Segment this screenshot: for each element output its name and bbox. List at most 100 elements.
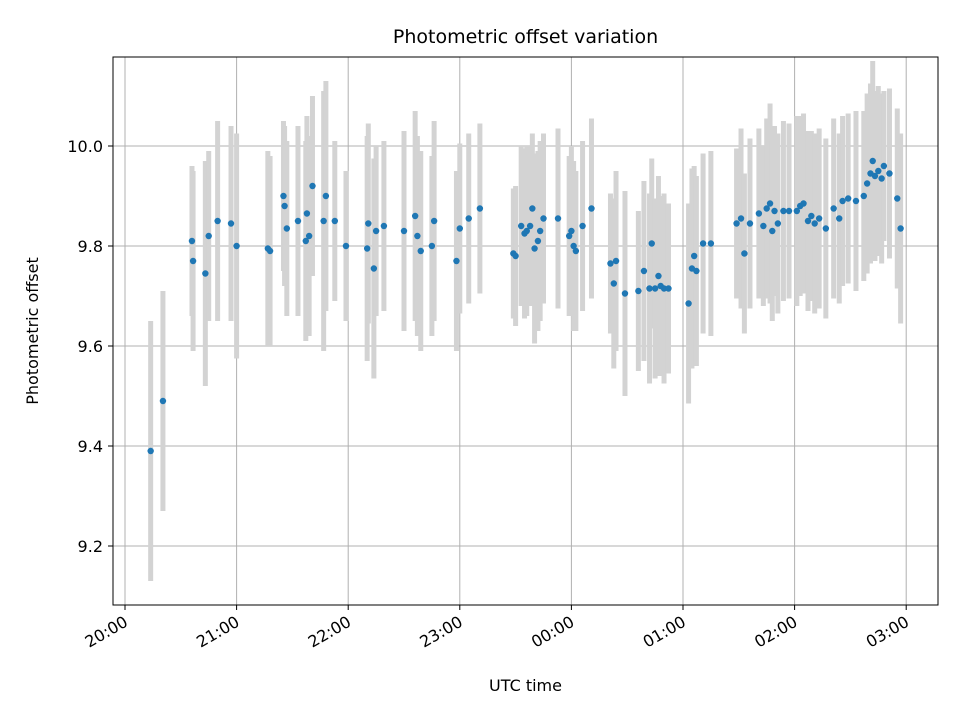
chart-title: Photometric offset variation xyxy=(393,26,658,48)
data-point xyxy=(189,257,197,265)
data-point xyxy=(159,397,167,405)
y-tick-label: 9.4 xyxy=(78,437,103,456)
data-point xyxy=(517,222,525,230)
data-point xyxy=(771,207,778,215)
data-point xyxy=(512,252,519,260)
data-point xyxy=(572,247,580,255)
data-point xyxy=(283,225,291,232)
data-point xyxy=(897,225,904,232)
data-point xyxy=(640,267,648,275)
data-point xyxy=(534,237,542,245)
data-point xyxy=(428,242,436,250)
data-point xyxy=(370,265,378,272)
data-point xyxy=(774,220,782,227)
data-point xyxy=(655,272,662,280)
data-point xyxy=(635,287,642,295)
data-point xyxy=(202,270,209,277)
data-point xyxy=(690,252,698,260)
y-tick-label: 9.2 xyxy=(78,537,103,556)
data-point xyxy=(365,220,372,227)
data-point xyxy=(540,215,547,222)
data-point xyxy=(830,205,837,212)
data-point xyxy=(815,215,823,222)
x-axis-title: UTC time xyxy=(489,676,562,695)
data-point xyxy=(894,195,901,202)
data-point xyxy=(331,217,339,225)
data-point xyxy=(380,222,388,230)
data-point xyxy=(281,202,288,210)
data-point xyxy=(476,205,484,212)
data-point xyxy=(579,222,586,230)
y-tick-label: 9.6 xyxy=(78,337,103,356)
data-point xyxy=(565,232,573,240)
data-point xyxy=(570,242,577,250)
data-point xyxy=(871,172,879,180)
data-point xyxy=(322,192,330,200)
data-point xyxy=(860,192,867,200)
data-point xyxy=(568,227,575,235)
data-point xyxy=(763,205,770,212)
data-point xyxy=(804,217,812,225)
data-point xyxy=(588,205,595,212)
data-point xyxy=(760,222,767,230)
data-point xyxy=(852,197,860,205)
data-point xyxy=(342,242,350,250)
y-axis-ticks: 9.2 9.4 9.6 9.8 10.0 xyxy=(67,137,113,556)
data-point xyxy=(305,232,313,240)
data-point xyxy=(780,207,787,215)
data-point xyxy=(822,225,830,232)
data-point xyxy=(836,215,843,222)
data-point xyxy=(302,237,309,245)
data-point xyxy=(685,300,692,307)
data-point xyxy=(612,257,620,265)
y-tick-label: 9.8 xyxy=(78,237,103,256)
data-points xyxy=(147,157,904,455)
data-point xyxy=(147,447,154,455)
data-point xyxy=(621,290,629,297)
data-point xyxy=(648,240,655,247)
data-point xyxy=(660,285,668,292)
data-point xyxy=(875,167,882,175)
data-point xyxy=(188,237,196,245)
data-point xyxy=(523,227,530,235)
data-point xyxy=(651,285,659,292)
data-point xyxy=(414,232,421,240)
plot-frame xyxy=(112,56,939,606)
data-point xyxy=(886,170,893,177)
data-point xyxy=(309,182,316,190)
data-point xyxy=(411,212,419,220)
data-point xyxy=(266,247,274,255)
data-point xyxy=(526,222,534,230)
data-point xyxy=(808,212,815,220)
data-point xyxy=(733,220,740,227)
data-point xyxy=(465,215,472,222)
data-point xyxy=(214,217,221,225)
data-point xyxy=(693,267,700,275)
data-point xyxy=(839,197,846,205)
data-point xyxy=(793,207,801,215)
data-point xyxy=(294,217,302,225)
data-point xyxy=(227,220,235,227)
data-point xyxy=(430,217,438,225)
data-point xyxy=(699,240,707,247)
y-tick-label: 10.0 xyxy=(67,137,103,156)
data-point xyxy=(811,220,818,227)
data-point xyxy=(456,225,463,232)
data-point xyxy=(233,242,240,250)
data-point xyxy=(607,260,614,267)
data-point xyxy=(646,285,653,292)
data-point xyxy=(400,227,408,235)
data-point xyxy=(878,175,885,182)
data-point xyxy=(531,245,538,252)
data-point xyxy=(320,217,327,225)
data-point xyxy=(303,210,311,217)
data-point xyxy=(769,227,776,235)
data-point xyxy=(363,245,371,252)
data-point xyxy=(863,180,871,187)
data-point xyxy=(707,240,715,247)
data-point xyxy=(880,162,888,170)
data-point xyxy=(417,247,424,255)
data-point xyxy=(869,157,876,165)
data-point xyxy=(453,257,460,265)
